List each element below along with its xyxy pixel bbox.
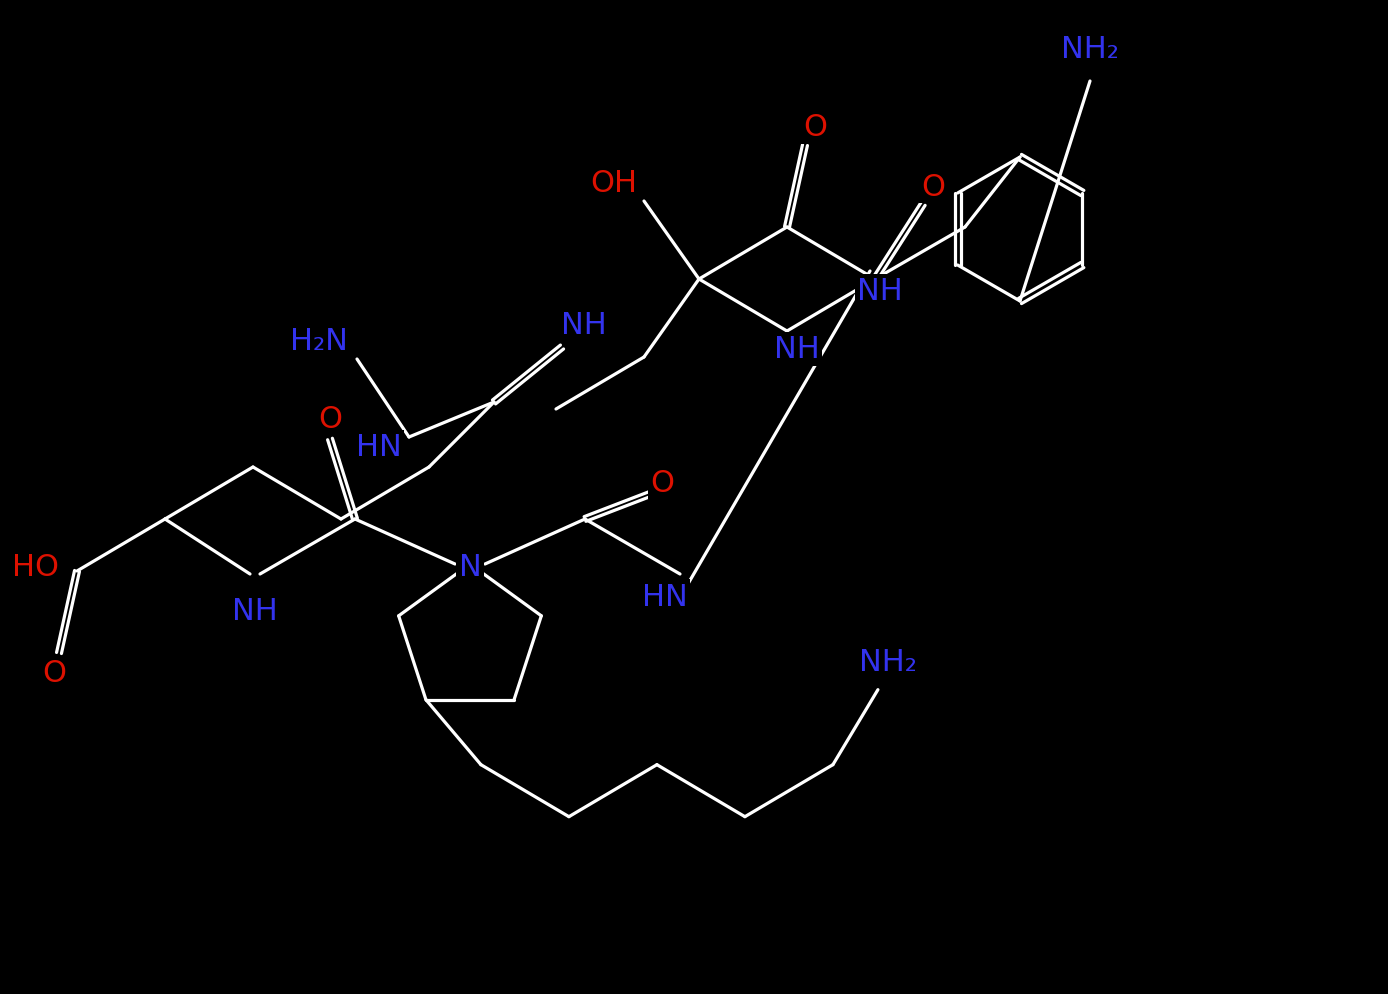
Text: OH: OH <box>590 169 637 198</box>
Text: NH₂: NH₂ <box>1060 36 1119 65</box>
Text: N: N <box>458 553 482 581</box>
Text: H₂N: H₂N <box>290 327 348 356</box>
Text: HN: HN <box>357 433 403 462</box>
Text: NH: NH <box>232 596 278 625</box>
Text: O: O <box>922 172 945 202</box>
Text: O: O <box>650 468 675 497</box>
Text: HO: HO <box>11 552 58 580</box>
Text: NH: NH <box>858 277 902 306</box>
Text: NH: NH <box>561 311 607 340</box>
Text: NH: NH <box>775 335 820 364</box>
Text: O: O <box>318 406 341 434</box>
Text: HN: HN <box>643 581 688 611</box>
Text: O: O <box>42 659 67 688</box>
Text: NH₂: NH₂ <box>859 647 917 677</box>
Text: O: O <box>804 113 827 142</box>
